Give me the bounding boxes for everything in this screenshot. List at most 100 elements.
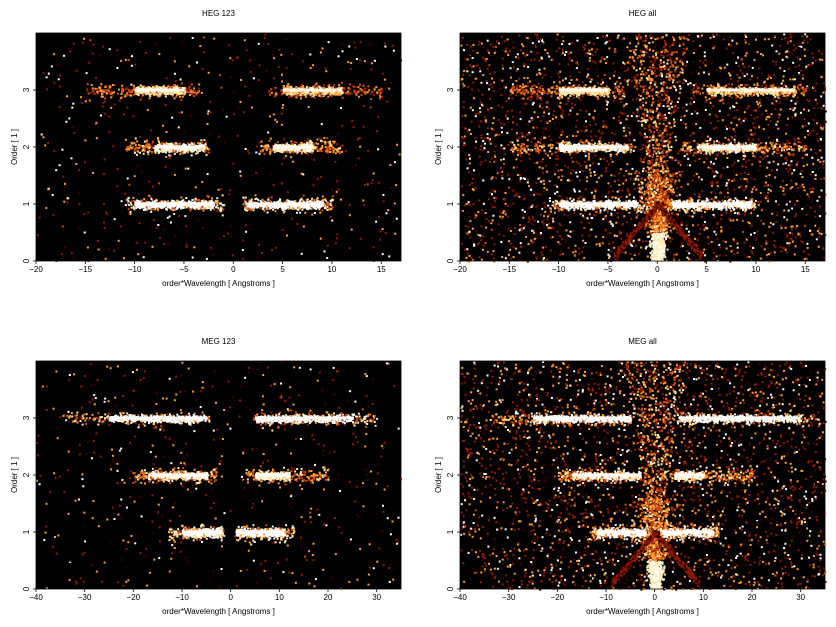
order-band-pixel [259,207,261,209]
scatter-pixel [369,44,371,46]
scatter-pixel [538,69,540,71]
order-band-pixel [89,92,91,94]
order-band-pixel [133,142,135,144]
scatter-pixel [86,72,88,74]
scatter-pixel [192,257,194,259]
scatter-pixel [266,70,268,72]
scatter-pixel [349,204,351,206]
order-band-pixel [357,86,359,88]
scatter-pixel [275,247,277,249]
scatter-pixel [762,85,764,87]
order-band-pixel [290,86,292,88]
scatter-pixel [337,234,339,236]
scatter-pixel [363,204,365,206]
scatter-pixel [622,66,624,68]
order-band-pixel [305,152,307,154]
order-band-pixel [338,148,340,150]
scatter-pixel [394,233,396,235]
scatter-pixel [740,178,742,180]
scatter-pixel [474,217,476,219]
scatter-pixel [125,59,127,61]
scatter-pixel [273,77,275,79]
order-band-pixel [190,89,192,91]
order-band-pixel [309,149,311,151]
order-band-pixel [158,141,160,143]
order-band-pixel [276,93,278,95]
scatter-pixel [64,246,66,248]
scatter-pixel [307,138,309,140]
x-tick-label: 15 [377,265,386,274]
scatter-pixel [380,231,382,233]
scatter-pixel [150,129,152,131]
order-band-pixel [197,91,199,93]
order-band-pixel [274,88,276,90]
order-band-pixel [86,90,88,92]
scatter-pixel [39,217,41,219]
scatter-pixel [185,197,187,199]
order-band-pixel [151,145,153,147]
scatter-pixel [357,139,359,141]
scatter-pixel [286,67,288,69]
scatter-pixel [312,64,314,66]
scatter-pixel [523,194,525,196]
scatter-pixel [723,38,725,40]
order-band-pixel [220,203,222,205]
order-band-pixel [275,210,277,212]
scatter-pixel [375,221,377,223]
scatter-pixel [103,173,105,175]
order-band-pixel [281,206,283,208]
scatter-pixel [569,221,571,223]
order-band-pixel [323,84,325,86]
order-band-pixel [336,151,338,153]
scatter-pixel [233,113,235,115]
order-band-pixel [245,201,247,203]
scatter-pixel [604,48,606,50]
order-band-pixel [136,154,138,156]
scatter-pixel [95,77,97,79]
scatter-pixel [93,44,95,46]
scatter-pixel [358,157,360,159]
scatter-pixel [571,157,573,159]
order-band-pixel [139,152,141,154]
order-band-pixel [206,195,208,197]
scatter-pixel [469,94,471,96]
order-band-pixel [370,93,372,95]
scatter-pixel [608,249,610,251]
scatter-pixel [325,67,327,69]
scatter-pixel [739,77,741,79]
scatter-pixel [203,51,205,53]
scatter-pixel [309,54,311,56]
order-band-pixel [367,91,369,93]
x-tick-label: −5 [179,265,189,274]
scatter-pixel [283,157,285,159]
order-band-pixel [222,208,224,210]
scatter-pixel [271,173,273,175]
scatter-pixel [52,214,54,216]
scatter-pixel [238,107,240,109]
scatter-pixel [95,122,97,124]
scatter-pixel [521,43,523,45]
scatter-pixel [42,136,44,138]
scatter-pixel [220,87,222,89]
scatter-pixel [317,178,319,180]
scatter-pixel [206,258,208,260]
order-band-pixel [321,145,323,147]
scatter-pixel [713,199,715,201]
order-band-pixel [147,146,149,148]
panel-2: HEG all−20 −15 −10 −5 0 5 10 150123order*Wavele… [434,9,827,288]
scatter-pixel [178,126,180,128]
order-band-pixel [103,89,105,91]
order-band-pixel [330,200,332,202]
scatter-pixel [367,150,369,152]
scatter-pixel [189,115,191,117]
scatter-pixel [786,143,788,145]
order-band-pixel [291,149,293,151]
scatter-pixel [222,109,224,111]
scatter-pixel [108,249,110,251]
order-band-pixel [271,206,273,208]
order-band-pixel [325,200,327,202]
scatter-pixel [147,109,149,111]
order-band-pixel [380,92,382,94]
scatter-pixel [475,230,477,232]
scatter-pixel [358,137,360,139]
